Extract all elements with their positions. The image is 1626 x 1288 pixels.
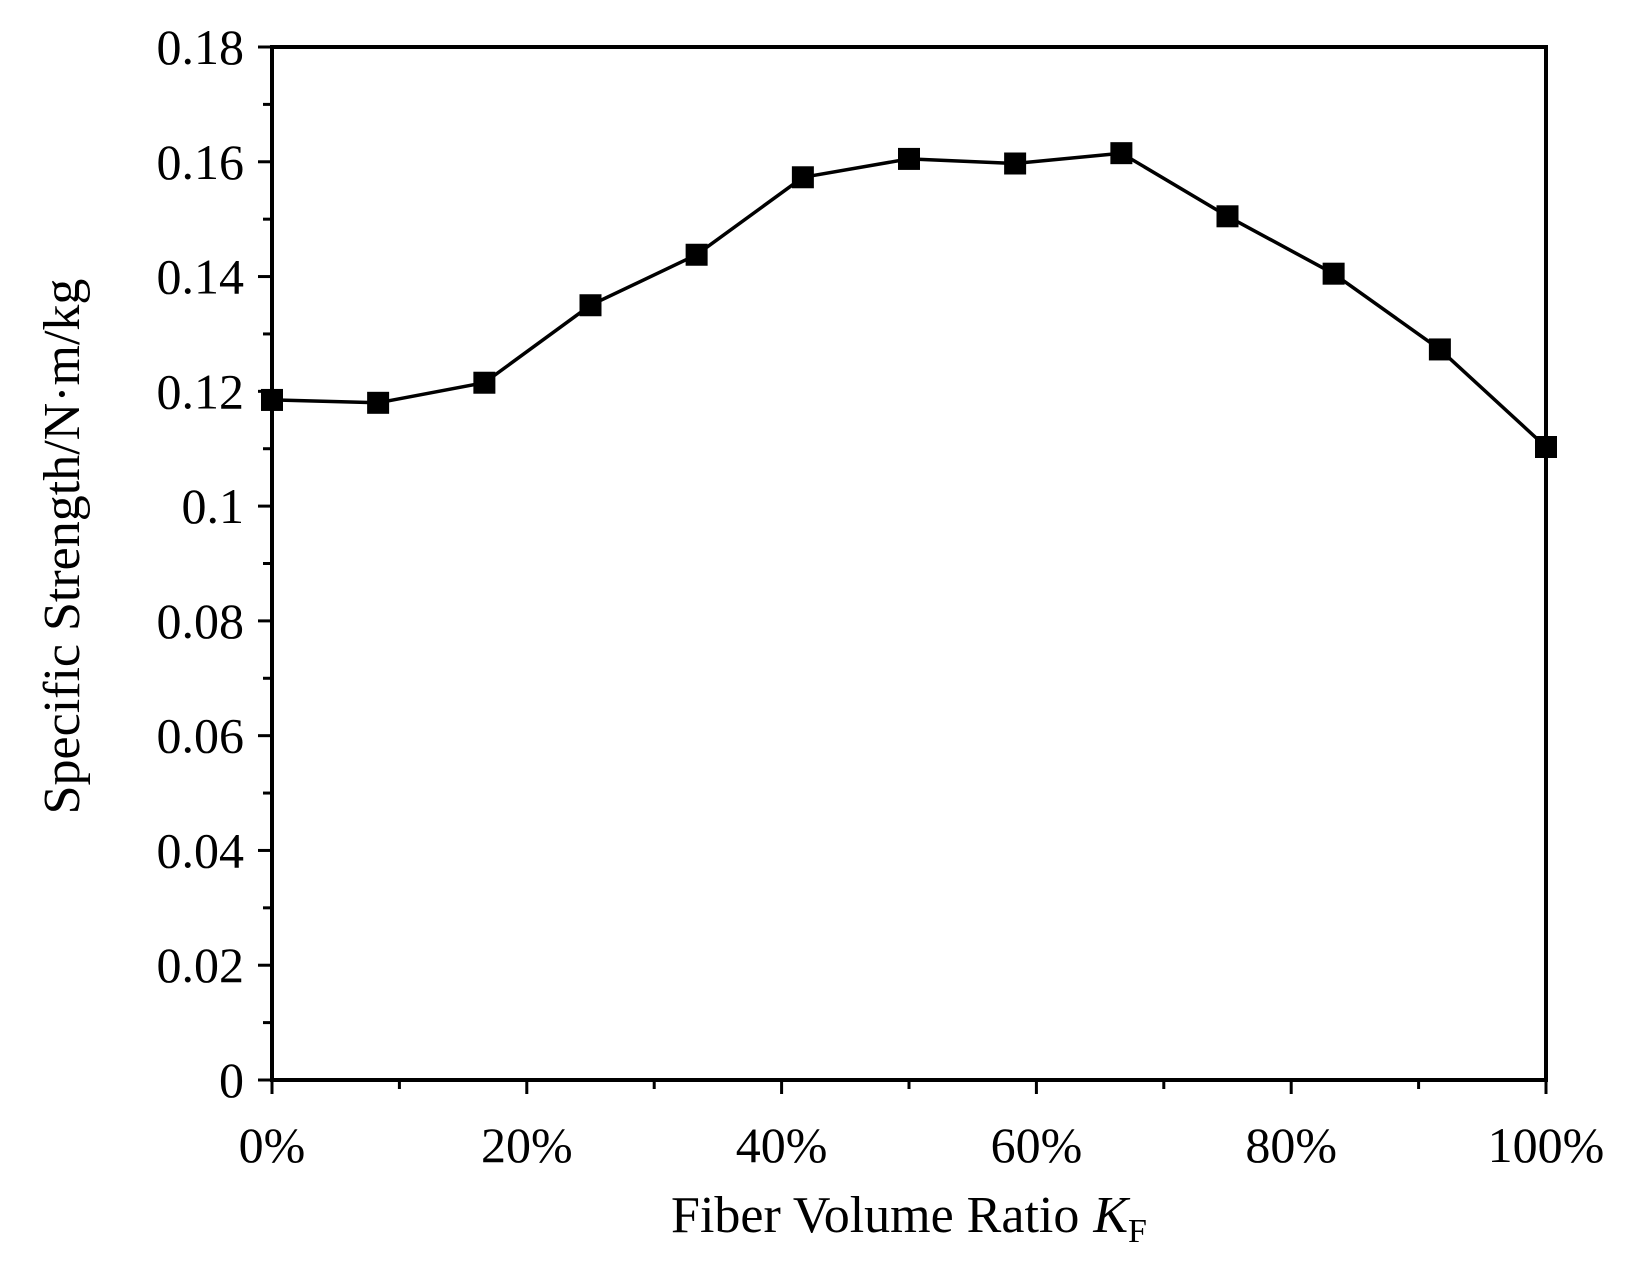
- data-point-marker: [1110, 142, 1133, 165]
- data-point-marker: [685, 243, 708, 266]
- data-point-marker: [1322, 262, 1345, 285]
- y-tick-label: 0.12: [157, 363, 245, 419]
- x-tick-label: 20%: [481, 1117, 573, 1173]
- series-line: [271, 151, 1548, 449]
- y-tick-labels: 0 0.02 0.04 0.06 0.08 0.1 0.12 0.14 0.16 0.18: [157, 19, 245, 1108]
- data-point-marker: [1428, 338, 1451, 361]
- axis-ticks: [258, 45, 1548, 1094]
- data-point-marker: [791, 166, 814, 189]
- plot-area-frame: [270, 45, 1548, 1082]
- series-line-layer: [271, 151, 1548, 449]
- series-markers: [261, 142, 1557, 459]
- x-tick-label: 0%: [239, 1117, 306, 1173]
- x-tick-label: 60%: [991, 1117, 1083, 1173]
- x-axis-label: Fiber Volume Ratio KF: [671, 1187, 1147, 1250]
- data-point-marker: [1004, 152, 1027, 175]
- x-tick-label: 80%: [1245, 1117, 1337, 1173]
- y-tick-label: 0.14: [157, 249, 245, 305]
- x-tick-label: 40%: [736, 1117, 828, 1173]
- x-axis-label-text: Fiber Volume Ratio: [671, 1187, 1079, 1244]
- y-tick-label: 0.16: [157, 134, 245, 190]
- y-axis-label: Specific Strength/N·m/kg: [34, 279, 91, 815]
- x-axis-label-symbol: K: [1092, 1187, 1130, 1244]
- data-point-marker: [473, 371, 496, 394]
- y-tick-label: 0.04: [157, 822, 245, 878]
- data-point-marker: [1216, 205, 1239, 228]
- x-axis-label-subscript: F: [1128, 1213, 1147, 1250]
- data-point-marker: [898, 147, 920, 170]
- data-point-marker: [367, 391, 390, 414]
- x-tick-labels: 0% 20% 40% 60% 80% 100%: [239, 1117, 1605, 1173]
- data-point-marker: [579, 294, 602, 317]
- y-tick-label: 0.18: [157, 19, 245, 75]
- y-tick-label: 0.08: [157, 593, 245, 649]
- y-tick-label: 0.06: [157, 708, 245, 764]
- y-tick-label: 0.1: [182, 478, 245, 534]
- x-tick-label: 100%: [1488, 1117, 1605, 1173]
- y-tick-label: 0.02: [157, 937, 245, 993]
- y-tick-label: 0: [219, 1052, 244, 1108]
